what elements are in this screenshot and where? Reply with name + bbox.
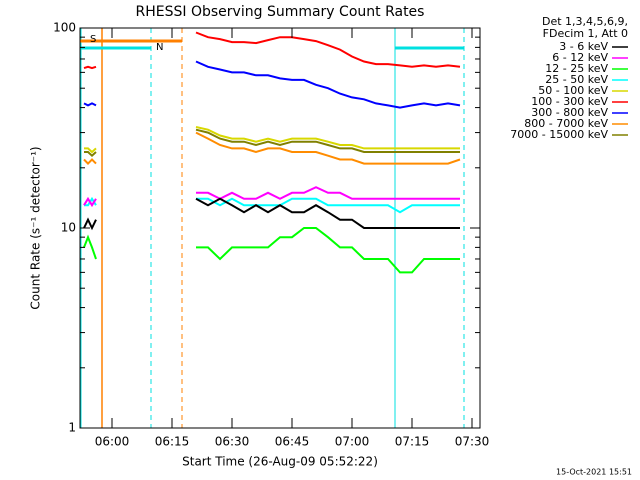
chart-title: RHESSI Observing Summary Count Rates: [136, 4, 425, 20]
x-tick-label: 06:45: [275, 435, 310, 449]
y-axis-label: Count Rate (s⁻¹ detector⁻¹): [29, 146, 43, 309]
x-tick-label: 06:30: [215, 435, 250, 449]
legend-label: 50 - 100 keV: [538, 84, 608, 97]
x-tick-label: 07:15: [395, 435, 430, 449]
legend-label: 3 - 6 keV: [559, 40, 608, 53]
plot-area: [83, 31, 461, 274]
annotation: S: [90, 34, 96, 45]
legend-label: 25 - 50 keV: [545, 73, 608, 86]
series-line: [84, 126, 460, 154]
legend-label: 6 - 12 keV: [552, 51, 608, 64]
annotation: N: [156, 42, 163, 53]
legend-label: 800 - 7000 keV: [524, 117, 608, 130]
series-line: [83, 131, 461, 166]
legend-label: 100 - 300 keV: [531, 95, 608, 108]
series-line: [84, 128, 460, 158]
series-line: [83, 227, 460, 274]
series-line: [83, 31, 461, 70]
series-line: [83, 197, 460, 231]
x-tick-label: 07:30: [455, 435, 490, 449]
x-tick-label: 06:15: [155, 435, 190, 449]
series-line: [83, 186, 460, 208]
y-tick-label: 10: [61, 221, 76, 235]
y-tick-label: 100: [53, 21, 76, 35]
legend: Det 1,3,4,5,6,9, FDecim 1, Att 0 3 - 6 k…: [510, 15, 628, 141]
x-axis-label: Start Time (26-Aug-09 05:52:22): [182, 455, 378, 469]
legend-header: Det 1,3,4,5,6,9,: [542, 15, 628, 28]
x-tick-label: 06:00: [95, 435, 130, 449]
legend-label: 12 - 25 keV: [545, 62, 608, 75]
series-line: [83, 60, 461, 109]
legend-label: 7000 - 15000 keV: [510, 128, 608, 141]
x-tick-label: 07:00: [335, 435, 370, 449]
legend-label: 300 - 800 keV: [531, 106, 608, 119]
legend-header: FDecim 1, Att 0: [543, 27, 628, 40]
footer: 15-Oct-2021 15:51: [556, 468, 632, 477]
y-tick-label: 1: [68, 421, 76, 435]
